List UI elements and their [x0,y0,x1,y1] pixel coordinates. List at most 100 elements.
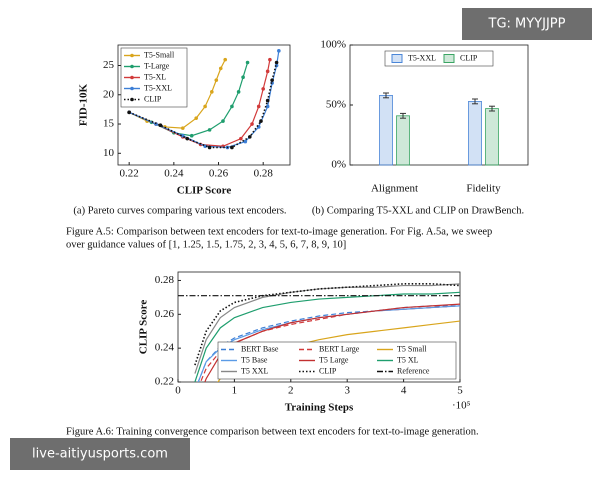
legend-swatch [391,54,403,63]
point [218,66,223,71]
figure-caption: over guidance values of [1, 1.25, 1.5, 1… [66,239,346,250]
y-tick-label: 100% [320,39,346,51]
point [265,98,270,103]
series-line [128,62,278,149]
bar [485,108,499,166]
x-tick-label: 3 [344,385,350,397]
x-tick-label: 1 [232,385,238,397]
legend-swatch [443,54,455,63]
y-tick-label: 10 [103,147,115,159]
point [221,119,225,123]
point [241,75,245,79]
y-tick-label: 0.24 [155,342,175,354]
watermark-box [10,438,190,470]
bar [468,101,482,166]
legend-marker [130,75,134,80]
point [158,123,163,127]
x-tick-label: 5 [457,385,463,397]
y-axis-label: FID-10K [78,83,90,126]
legend-box [384,50,494,67]
point [277,49,281,53]
series-line [194,291,460,382]
y-tick-label: 20 [103,88,115,100]
point [239,136,243,141]
subcaption: (b) Comparing T5-XXL and CLIP on DrawBen… [312,205,524,216]
point [245,60,250,65]
point [214,78,219,82]
x-tick-label: 0.24 [164,168,184,180]
legend-label: T5 Base [241,355,268,364]
y-tick-label: 25 [103,59,115,71]
point [230,104,234,109]
legend-label: T5-XXL [144,83,172,92]
legend-label: BERT Large [319,344,360,353]
legend-label: Reference [397,366,430,375]
subcaption: (a) Pareto curves comparing various text… [73,205,286,216]
point [250,122,254,126]
point [194,116,198,120]
watermark: TG: MYYJJPP [488,17,566,32]
point [203,144,207,149]
x-tick-label: 4 [401,385,407,397]
series-line [194,283,460,366]
x-tick-label: Alignment [371,183,418,195]
point [274,60,279,65]
legend-label: T5-XXL [408,53,436,62]
legend-label: T5 Large [319,355,349,364]
plot-frame [177,271,461,383]
point [203,104,207,109]
x-tick-label: 0.26 [209,168,229,180]
point [207,128,212,132]
legend-label: CLIP [144,94,162,103]
figure-caption: Figure A.5: Comparison between text enco… [66,226,492,237]
plot-frame [117,44,291,166]
x-exponent: ·10⁵ [452,400,471,412]
x-tick-label: 0 [175,385,181,397]
y-tick-label: 15 [103,118,115,130]
point [265,104,270,109]
legend-label: CLIP [460,53,478,62]
figure-caption: Figure A.6: Training convergence compari… [66,426,479,437]
y-tick-label: 0.26 [155,308,175,320]
point [185,136,190,141]
point [210,90,214,94]
x-tick-label: Fidelity [466,183,501,195]
point [270,78,274,82]
point [230,145,234,150]
legend-label: T5-XL [144,72,166,81]
x-tick-label: 0.28 [254,168,274,180]
legend-label: T-Large [144,61,170,70]
point [265,69,270,74]
y-tick-label: 0% [331,159,346,171]
point [259,119,263,123]
bar [396,115,410,166]
legend-box [217,341,457,380]
y-tick-label: 50% [326,99,346,111]
point [247,135,252,139]
point [207,145,212,150]
watermark: live-aitiyusports.com [32,447,168,462]
y-axis-label: CLIP Score [138,300,150,355]
legend-label: T5 XXL [241,366,268,375]
legend-marker [130,86,134,91]
point [223,57,228,62]
y-tick-label: 0.22 [155,376,174,388]
x-axis-label: CLIP Score [177,185,232,197]
legend-label: T5 Small [397,344,427,353]
point [189,133,194,138]
y-tick-label: 0.28 [155,274,175,286]
legend-marker [130,53,134,58]
point [236,90,241,94]
point [180,126,185,130]
bar [379,95,393,166]
x-tick-label: 2 [288,385,294,397]
point [256,104,261,109]
watermark-box [462,8,592,40]
legend-marker [130,97,134,102]
point [127,110,131,115]
legend-label: T5-Small [144,50,175,59]
point [268,57,272,62]
legend-label: T5 XL [397,355,419,364]
legend-label: BERT Base [241,344,279,353]
